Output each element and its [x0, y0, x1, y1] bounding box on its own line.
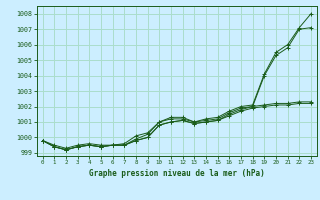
X-axis label: Graphe pression niveau de la mer (hPa): Graphe pression niveau de la mer (hPa): [89, 169, 265, 178]
